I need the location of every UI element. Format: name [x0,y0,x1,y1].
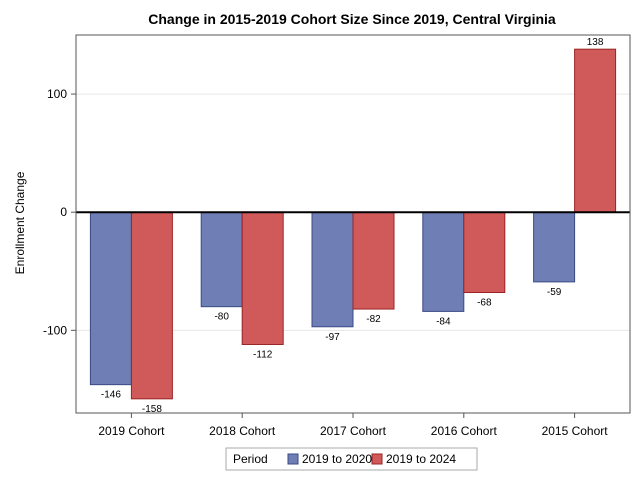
y-tick-label: 0 [60,205,67,219]
bar-data-label: 138 [587,37,604,48]
bar [422,211,465,312]
legend-entry-label: 2019 to 2020 [302,452,372,466]
bar [533,211,576,283]
bar-data-label: -112 [253,349,273,360]
bar [574,48,617,213]
legend-swatch [371,453,383,465]
bar-data-label: -59 [547,287,562,298]
bar-data-label: -68 [477,298,492,309]
y-tick-label: -100 [43,323,67,337]
bar-data-label: -146 [101,390,121,401]
legend: Period 2019 to 2020 2019 to 2024 [225,447,478,471]
y-axis-label: Enrollment Change [13,171,27,274]
bar [311,211,354,328]
y-ticks: -100 0 100 [43,87,76,337]
legend-swatch [287,453,299,465]
legend-entries: 2019 to 2020 2019 to 2024 [287,452,456,466]
x-tick-label: 2016 Cohort [431,424,498,438]
bar-data-label: -158 [142,404,162,415]
bar-data-label: -97 [325,332,340,343]
bar-data-label: -84 [436,316,451,327]
x-tick-label: 2019 Cohort [98,424,165,438]
bar-data-label: -80 [214,312,229,323]
bar [352,211,395,310]
bar [200,211,243,308]
bar-data-label: -82 [366,314,381,325]
bars [89,48,617,400]
legend-entry-label: 2019 to 2024 [386,452,456,466]
bar [241,211,284,345]
bar [463,211,506,294]
bar [130,211,173,400]
x-tick-label: 2017 Cohort [320,424,387,438]
data-labels: -146 -158 -80 -112 -97 -82 -84 -68 -59 138 [101,37,604,415]
y-tick-label: 100 [47,87,67,101]
x-tick-label: 2018 Cohort [209,424,276,438]
legend-title: Period [233,452,268,466]
bar [89,211,132,386]
x-tick-label: 2015 Cohort [542,424,609,438]
x-ticks: 2019 Cohort 2018 Cohort 2017 Cohort 2016 Co… [98,413,608,438]
chart-title: Change in 2015-2019 Cohort Size Since 20… [148,11,556,27]
